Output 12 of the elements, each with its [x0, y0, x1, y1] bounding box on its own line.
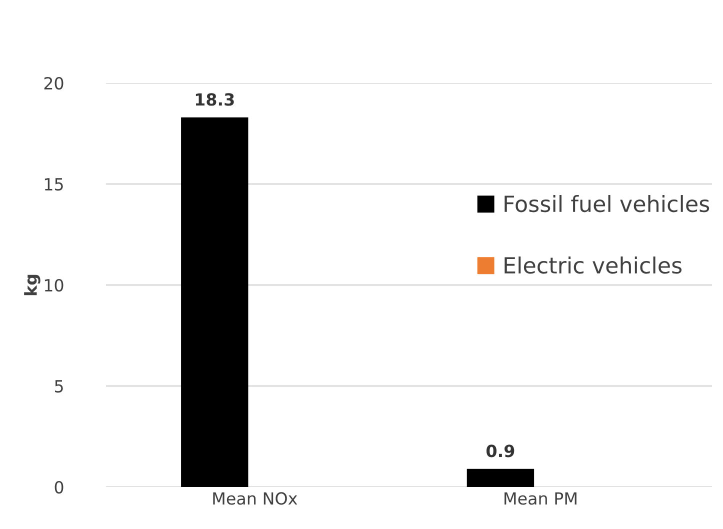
- y-axis-title: kg: [24, 274, 40, 296]
- x-tick-label: Mean NOx: [213, 492, 298, 505]
- y-tick-label: 0: [54, 480, 64, 494]
- legend-label: Fossil fuel vehicles: [504, 195, 710, 212]
- y-tick-label: 20: [44, 76, 64, 90]
- data-label: 0.9: [486, 444, 514, 458]
- y-tick-label: 10: [44, 278, 64, 292]
- legend-label: Electric vehicles: [504, 256, 682, 274]
- y-tick-label: 5: [55, 380, 63, 393]
- data-label: 18.3: [196, 93, 234, 106]
- x-tick-label: Mean PM: [504, 492, 576, 505]
- y-tick-label: 15: [44, 178, 63, 191]
